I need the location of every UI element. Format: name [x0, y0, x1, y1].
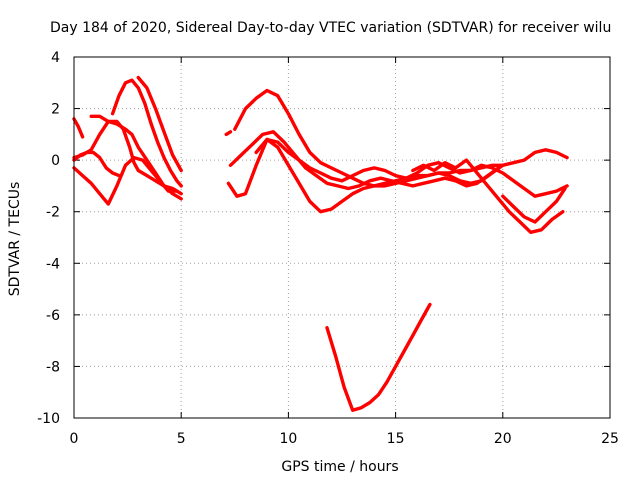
series-line-s5: [89, 114, 183, 201]
series-line-s8: [224, 130, 233, 137]
y-axis-label: SDTVAR / TECUs: [7, 182, 23, 297]
series-line-s14: [501, 186, 567, 224]
series-line-s9: [233, 88, 569, 188]
x-tick-label: 15: [387, 431, 405, 447]
y-tick-label: -6: [46, 308, 60, 324]
x-tick-label: 5: [177, 431, 186, 447]
grid: [74, 57, 610, 418]
y-tick-label: 2: [51, 102, 60, 118]
x-tick-label: 0: [70, 431, 79, 447]
y-tick-label: -4: [46, 256, 60, 272]
series-line-s1: [72, 117, 85, 139]
y-tick-label: -8: [46, 359, 60, 375]
plot-frame: [73, 56, 611, 419]
y-tick-label: 0: [51, 153, 60, 169]
series-line-s11: [228, 130, 501, 191]
chart-title: Day 184 of 2020, Sidereal Day-to-day VTE…: [50, 20, 611, 36]
y-tick-label: -2: [46, 205, 60, 221]
axis-ticks: [73, 56, 611, 419]
y-tick-labels: 4 2 0 -2 -4 -6 -8 -10: [37, 50, 60, 427]
x-tick-label: 10: [279, 431, 297, 447]
y-tick-label: -10: [37, 411, 60, 427]
series-line-s4: [72, 150, 121, 178]
y-tick-label: 4: [51, 50, 60, 66]
series-line-s13: [411, 158, 565, 234]
series-line-s15: [325, 302, 432, 412]
data-series: [72, 75, 569, 412]
series-line-s12: [254, 137, 569, 198]
x-axis-label: GPS time / hours: [281, 459, 398, 475]
series-line-s6: [110, 78, 183, 188]
x-tick-label: 20: [494, 431, 512, 447]
x-tick-labels: 0 5 10 15 20 25: [70, 431, 619, 447]
series-line-s10: [226, 137, 505, 214]
series-line-s7: [136, 75, 183, 173]
x-tick-label: 25: [601, 431, 619, 447]
